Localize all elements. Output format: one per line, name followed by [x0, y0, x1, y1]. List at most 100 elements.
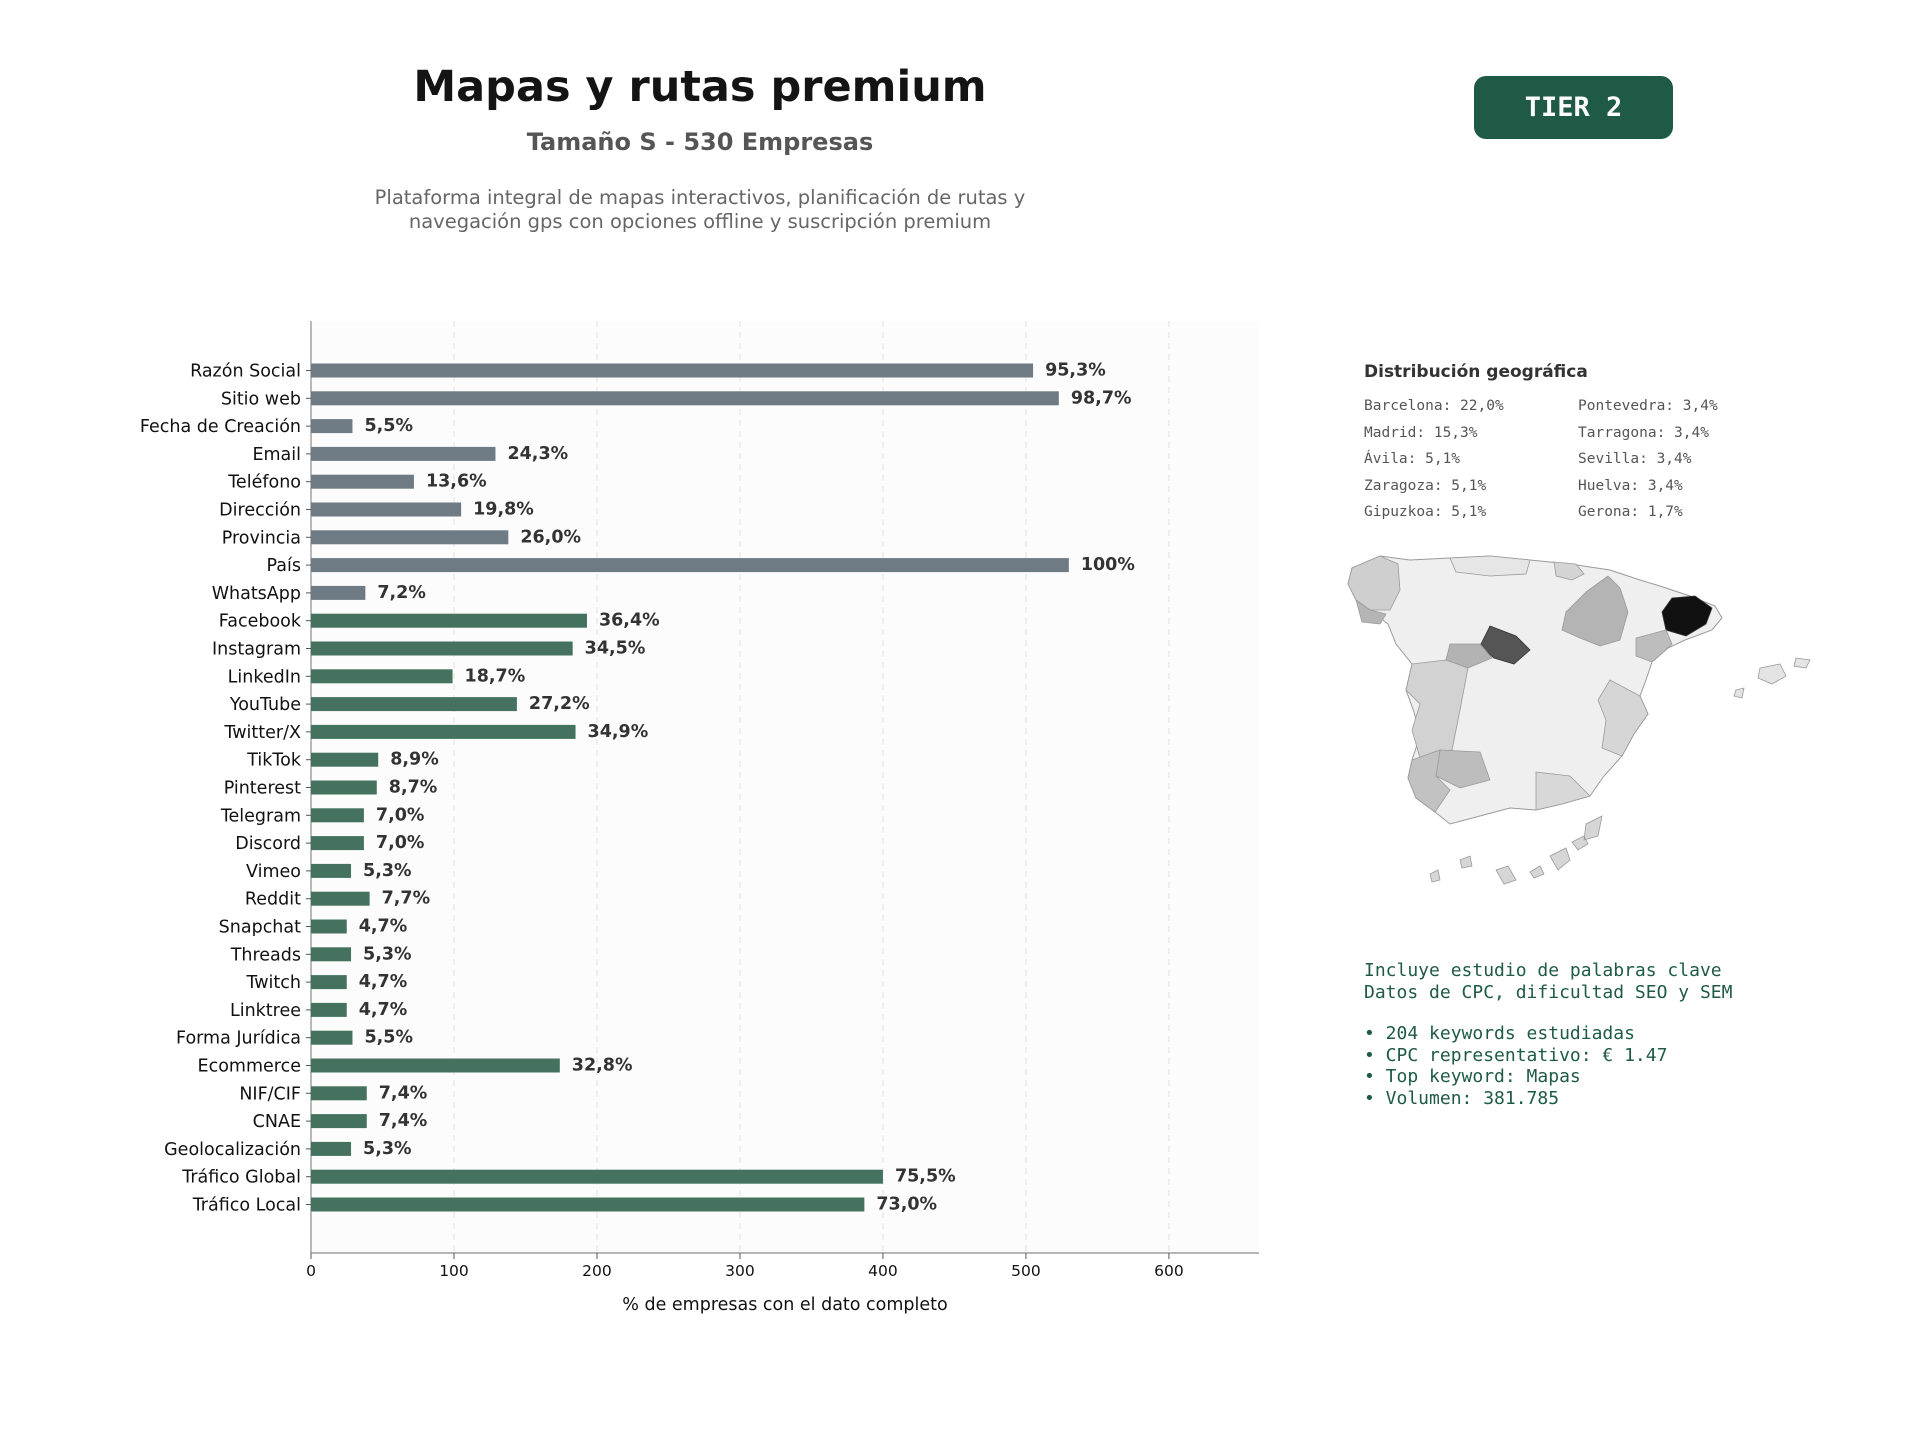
data-label: 73,0% [876, 1195, 937, 1215]
map-region-levante [1597, 679, 1649, 757]
bar [311, 502, 462, 517]
data-label: 18,7% [465, 666, 526, 686]
data-label: 5,5% [364, 416, 413, 436]
description-line: navegación gps con opciones offline y su… [408, 210, 992, 233]
map-region-peninsula [1347, 555, 1723, 825]
y-tick-label: Tráfico Local [192, 1196, 301, 1216]
map-region-avila [1445, 643, 1493, 669]
y-tick-label: Vimeo [246, 862, 301, 882]
bar [311, 919, 347, 934]
y-tick-label: Discord [235, 834, 301, 854]
data-label: 100% [1081, 555, 1135, 575]
bar [311, 419, 353, 434]
data-label: 5,3% [363, 944, 412, 964]
data-label: 4,7% [359, 1000, 408, 1020]
data-label: 5,3% [363, 1139, 412, 1159]
bar [311, 780, 377, 795]
y-tick-label: Sitio web [221, 389, 301, 409]
y-tick-label: CNAE [253, 1112, 301, 1132]
keywords-bullet: • 204 keywords estudiadas [1364, 1023, 1635, 1044]
keywords-line: Datos de CPC, dificultad SEO y SEM [1364, 981, 1733, 1003]
keywords-bullet: • Top keyword: Mapas [1364, 1066, 1581, 1087]
bar [311, 1114, 367, 1129]
data-label: 7,0% [376, 833, 425, 853]
data-label: 7,0% [376, 805, 425, 825]
bar [311, 1086, 367, 1101]
bar [311, 863, 352, 878]
bar [311, 808, 364, 823]
geo-item: Huelva: 3,4% [1578, 477, 1683, 494]
x-tick-label: 200 [582, 1262, 612, 1280]
bar [311, 363, 1034, 378]
y-tick-label: YouTube [229, 695, 301, 715]
map-region-huelva [1407, 749, 1451, 813]
data-label: 13,6% [426, 472, 487, 492]
map-region-cantabria [1449, 555, 1531, 577]
bar [311, 585, 366, 600]
y-tick-label: Tráfico Global [181, 1168, 301, 1188]
data-label: 4,7% [359, 917, 408, 937]
bar [311, 697, 517, 712]
bar [311, 836, 364, 851]
description-line: Plataforma integral de mapas interactivo… [374, 186, 1026, 209]
geo-item: Sevilla: 3,4% [1578, 451, 1692, 467]
geo-item: Gipuzkoa: 5,1% [1364, 504, 1487, 520]
bar [311, 752, 379, 767]
y-tick-label: País [267, 556, 301, 576]
geo-item: Zaragoza: 5,1% [1364, 477, 1487, 494]
data-label: 95,3% [1045, 361, 1106, 381]
bar-chart: Razón Social 95,3% Sitio web 98,7% Fecha de … [140, 321, 1259, 1315]
y-tick-label: Email [252, 445, 301, 465]
x-tick-label: 400 [868, 1262, 898, 1280]
data-label: 5,5% [364, 1028, 413, 1048]
bar [311, 1169, 883, 1184]
data-label: 34,9% [588, 722, 649, 742]
data-label: 24,3% [507, 444, 568, 464]
y-tick-label: Ecommerce [198, 1057, 301, 1077]
y-tick-label: Threads [230, 945, 301, 965]
y-tick-label: NIF/CIF [239, 1084, 301, 1104]
data-label: 7,2% [377, 583, 426, 603]
y-tick-label: Reddit [245, 890, 301, 910]
bar [311, 641, 573, 656]
map-region-barcelona [1661, 595, 1713, 637]
data-label: 7,7% [382, 889, 431, 909]
map-region-galicia [1347, 555, 1401, 611]
x-axis-label: % de empresas con el dato completo [622, 1295, 947, 1315]
map-region-pontevedra [1355, 599, 1387, 625]
y-tick-label: Twitter/X [223, 723, 301, 743]
y-tick-label: Provincia [222, 528, 301, 548]
geo-item: Ávila: 5,1% [1364, 451, 1461, 467]
data-label: 98,7% [1071, 388, 1132, 408]
geo-list-right: Pontevedra: 3,4% Tarragona: 3,4% Sevilla… [1578, 398, 1718, 531]
data-label: 34,5% [585, 639, 646, 659]
data-label: 75,5% [895, 1167, 956, 1187]
bar [311, 1002, 347, 1017]
bar [311, 891, 370, 906]
y-tick-label: Teléfono [227, 473, 301, 493]
y-tick-label: Forma Jurídica [176, 1029, 301, 1049]
y-tick-label: Facebook [219, 612, 302, 632]
keywords-bullet: • Volumen: 381.785 [1364, 1087, 1560, 1109]
y-tick-label: Linktree [230, 1001, 301, 1021]
y-tick-label: Dirección [219, 501, 301, 521]
data-label: 7,4% [379, 1111, 428, 1131]
x-tick-label: 600 [1154, 1262, 1184, 1280]
keywords-bullet: • CPC representativo: € 1.47 [1364, 1044, 1668, 1066]
bar [311, 724, 576, 739]
data-label: 26,0% [520, 527, 581, 547]
page-subtitle: Tamaño S - 530 Empresas [526, 128, 874, 156]
y-tick-label: Pinterest [224, 779, 301, 799]
bar [311, 1030, 353, 1045]
geo-title: Distribución geográfica [1364, 362, 1588, 382]
bar [311, 530, 509, 545]
page-description: Plataforma integral de mapas interactivo… [330, 186, 1070, 234]
bar [311, 474, 414, 489]
map-region-baleares [1733, 657, 1811, 699]
y-tick-label: TikTok [246, 751, 302, 771]
y-tick-label: WhatsApp [212, 584, 301, 604]
data-label: 27,2% [529, 694, 590, 714]
bar [311, 446, 496, 461]
data-label: 7,4% [379, 1083, 428, 1103]
keywords-panel: Incluye estudio de palabras clave Datos … [1364, 960, 1732, 1109]
